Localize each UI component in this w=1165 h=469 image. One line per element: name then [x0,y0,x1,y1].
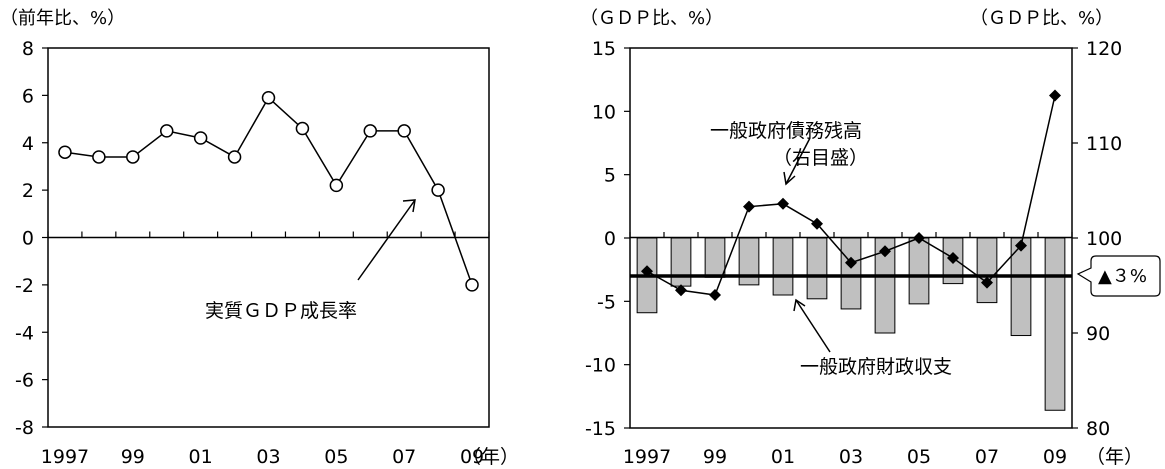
debt-annotation-note: （右目盛） [773,147,868,169]
right-data-point [1015,239,1027,252]
right-right-y-tick-label: 100 [1086,228,1122,250]
right-x-suffix: （年） [1086,446,1143,468]
right-data-point [913,232,925,244]
right-data-point [641,265,653,278]
right-series-debt [641,89,1061,301]
left-x-tick-label: 01 [189,446,213,468]
right-left-y-tick-label: -10 [585,355,616,377]
left-y-tick-label: 2 [22,180,34,202]
right-bar [976,237,998,304]
left-data-point [329,178,344,193]
right-bar [908,237,930,305]
left-y-tick-label: 4 [22,133,34,155]
right-x-tick-label: 99 [703,446,727,468]
right-bar [772,237,794,296]
right-right-y-axis: 120 110 100 90 80 [1072,38,1122,440]
right-bar [704,237,726,278]
right-right-y-tick-label: 110 [1086,133,1122,155]
left-data-point [295,121,310,136]
left-y-tick-label: -2 [15,275,34,297]
left-data-point [58,145,72,159]
left-data-point [193,131,208,145]
right-left-y-tick-label: 10 [592,101,616,123]
left-data-point [227,150,242,164]
right-right-y-tick-label: 90 [1086,323,1110,345]
left-data-point [431,183,445,197]
right-bar [1044,237,1066,411]
right-left-y-tick-label: 0 [604,228,616,250]
right-x-tick-label: 07 [975,446,999,468]
balance-annotation-arrowhead [793,298,806,312]
left-y-tick-label: 6 [22,85,34,107]
right-x-tick-label: 05 [907,446,931,468]
left-y-tick-label: 0 [22,228,34,250]
right-data-point [777,197,789,210]
left-x-suffix: （年） [462,446,519,468]
right-data-point [743,200,755,213]
right-left-y-axis: 15 10 5 0 -5 -10 -15 [585,38,630,440]
right-bar [670,237,692,287]
left-y-axis: 8 6 4 2 0 -2 -4 -6 -8 [15,38,48,439]
right-data-point [811,217,823,230]
right-x-tick-label: 03 [839,446,863,468]
right-left-y-tick-label: -15 [585,418,616,440]
right-data-point [709,289,721,301]
left-series-line [64,96,473,286]
left-y-tick-label: 8 [22,38,34,60]
left-x-tick-label: 1997 [41,446,89,468]
left-data-point [363,124,378,138]
left-x-tick-label: 07 [392,446,416,468]
right-x-tick-label: 01 [771,446,795,468]
left-data-point [261,90,276,105]
right-right-y-tick-label: 120 [1086,38,1122,60]
right-right-y-tick-label: 80 [1086,418,1110,440]
right-data-point [879,245,891,258]
debt-annotation-arrow [785,137,811,185]
right-x-axis: 1997 99 01 03 05 07 09 [623,232,1073,468]
debt-annotation-arrowhead [783,171,796,186]
left-data-point [159,124,174,138]
right-x-tick-label: 1997 [623,446,671,468]
right-left-y-tick-label: 15 [592,38,616,60]
left-annotation-label: 実質ＧＤＰ成長率 [205,300,357,322]
left-data-point [92,150,106,164]
right-unit-label-left: （ＧＤＰ比、%） [580,8,723,29]
right-bar [738,237,760,286]
left-series-gdp-growth [58,90,479,292]
left-x-tick-label: 99 [121,446,145,468]
left-y-tick-label: -4 [15,322,34,344]
left-annotation-arrowhead [402,199,416,213]
right-data-point [1049,89,1061,102]
left-x-axis: 1997 99 01 03 05 07 09 [41,231,490,468]
left-x-tick-label: 09 [460,446,484,468]
right-data-point [675,284,687,297]
left-x-tick-label: 03 [256,446,280,468]
right-data-point [845,256,857,269]
right-data-point [981,276,993,289]
left-annotation-arrow [357,199,416,281]
right-x-tick-label: 09 [1043,446,1067,468]
reference-callout-box [1076,255,1161,297]
left-data-point [126,150,140,164]
left-unit-label: （前年比、%） [0,8,125,29]
left-y-tick-label: -6 [15,370,34,392]
balance-annotation-label: 一般政府財政収支 [800,356,952,378]
debt-annotation-label: 一般政府債務残高 [710,120,862,142]
right-data-point [947,251,959,264]
right-left-y-tick-label: -5 [597,291,616,313]
right-unit-label-right: （ＧＤＰ比、%） [970,8,1113,29]
left-y-tick-label: -8 [15,417,34,439]
left-data-point [465,278,479,292]
right-bar [840,237,862,310]
reference-callout-label: ▲３% [1098,266,1147,287]
right-series-fiscal-balance [636,237,1066,411]
left-x-tick-label: 05 [324,446,348,468]
balance-annotation-arrow [795,299,831,353]
right-bar [806,237,828,300]
right-left-y-tick-label: 5 [604,165,616,187]
left-data-point [397,124,411,138]
